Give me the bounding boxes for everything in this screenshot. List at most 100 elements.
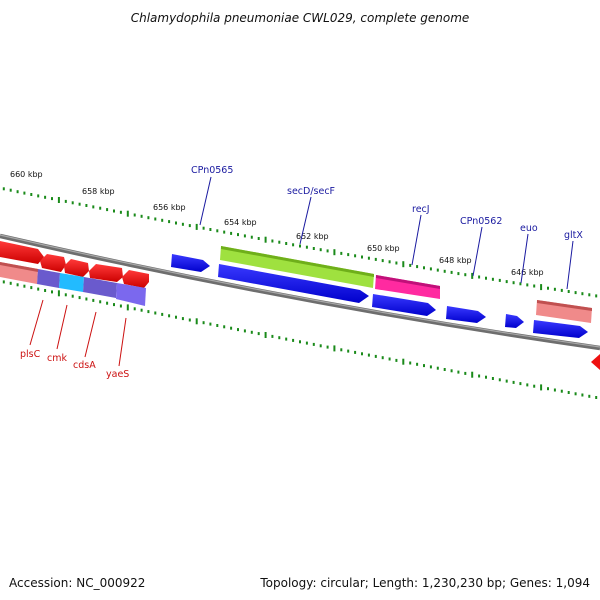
outer-minor-tick bbox=[285, 242, 288, 245]
outer-minor-tick bbox=[326, 249, 329, 253]
gene-arrow-euo[interactable] bbox=[505, 314, 524, 328]
inner-minor-tick bbox=[478, 374, 481, 378]
inner-minor-tick bbox=[457, 370, 460, 374]
inner-major-tick bbox=[264, 332, 267, 338]
outer-minor-tick bbox=[395, 261, 398, 265]
gene-arrow-secd-secf[interactable] bbox=[220, 246, 374, 288]
outer-minor-tick bbox=[498, 278, 501, 282]
gene-arrow-plsc-top[interactable] bbox=[0, 262, 38, 272]
inner-minor-tick bbox=[154, 311, 157, 315]
gene-arrow-red-5[interactable] bbox=[122, 270, 149, 288]
inner-minor-tick bbox=[209, 322, 212, 326]
inner-minor-tick bbox=[574, 392, 577, 396]
outer-minor-tick bbox=[533, 284, 536, 288]
outer-minor-tick bbox=[292, 243, 295, 247]
leader-yaes bbox=[118, 317, 127, 367]
inner-minor-tick bbox=[305, 341, 308, 345]
outer-minor-tick bbox=[443, 269, 446, 273]
gene-arrow-cpn0565[interactable] bbox=[218, 264, 369, 303]
outer-minor-tick bbox=[209, 228, 212, 231]
outer-minor-tick bbox=[450, 270, 453, 274]
outer-minor-tick bbox=[188, 224, 191, 228]
gene-arrow-red-1[interactable] bbox=[0, 241, 44, 264]
tick-label-646: 646 kbp bbox=[511, 268, 544, 277]
outer-minor-tick bbox=[416, 265, 419, 269]
outer-minor-tick bbox=[312, 247, 315, 250]
inner-minor-tick bbox=[326, 345, 329, 349]
gene-arrow-cpn0560[interactable] bbox=[533, 320, 588, 338]
outer-minor-tick bbox=[140, 214, 143, 218]
outer-major-tick bbox=[57, 197, 60, 203]
outer-minor-tick bbox=[230, 231, 233, 235]
gene-arrow-secd-secf-top[interactable] bbox=[221, 246, 374, 277]
inner-minor-tick bbox=[237, 328, 239, 332]
outer-minor-tick bbox=[340, 251, 343, 255]
outer-minor-tick bbox=[92, 205, 95, 209]
inner-minor-tick bbox=[133, 307, 136, 311]
inner-minor-tick bbox=[30, 286, 33, 290]
inner-minor-tick bbox=[175, 315, 177, 319]
gene-label-yaes: yaeS bbox=[106, 369, 129, 380]
gene-arrow-reci[interactable] bbox=[375, 275, 440, 299]
inner-minor-tick bbox=[319, 344, 322, 348]
tick-label-652: 652 kbp bbox=[296, 232, 329, 241]
outer-minor-tick bbox=[491, 277, 494, 281]
inner-minor-tick bbox=[181, 317, 184, 321]
gene-arrow-cpn0562[interactable] bbox=[446, 306, 486, 323]
gene-label-cpn0562: CPn0562 bbox=[460, 216, 502, 227]
inner-minor-tick bbox=[491, 377, 494, 380]
outer-minor-tick bbox=[23, 191, 26, 195]
outer-minor-tick bbox=[119, 210, 122, 214]
gene-arrow-gltx[interactable] bbox=[536, 300, 592, 323]
gene-arrow-yaes[interactable] bbox=[116, 283, 146, 306]
outer-minor-tick bbox=[423, 266, 425, 270]
outer-minor-tick bbox=[175, 221, 177, 225]
outer-minor-tick bbox=[278, 240, 281, 244]
inner-minor-tick bbox=[553, 388, 556, 392]
gene-arrow-cpn0563[interactable] bbox=[372, 294, 436, 316]
leader-cmk bbox=[56, 304, 68, 350]
inner-minor-tick bbox=[547, 387, 549, 391]
gene-arrow-red-3[interactable] bbox=[64, 259, 89, 277]
forward-strand-genes-row2 bbox=[218, 264, 588, 338]
outer-minor-tick bbox=[2, 187, 5, 191]
gene-label-plsc: plsC bbox=[20, 349, 41, 360]
inner-minor-tick bbox=[278, 336, 281, 340]
outer-minor-tick bbox=[560, 288, 563, 292]
outer-minor-tick bbox=[250, 235, 253, 239]
outer-minor-tick bbox=[347, 253, 350, 257]
outer-minor-tick bbox=[16, 190, 19, 194]
gene-arrow-far-right[interactable] bbox=[591, 354, 600, 370]
inner-minor-tick bbox=[519, 382, 522, 386]
outer-minor-tick bbox=[299, 244, 301, 248]
inner-minor-tick bbox=[71, 294, 74, 298]
outer-minor-tick bbox=[512, 281, 515, 285]
leader-plsc bbox=[29, 299, 44, 346]
outer-minor-tick bbox=[381, 259, 384, 263]
outer-minor-tick bbox=[216, 229, 219, 233]
gene-arrow-cdsa-cyan[interactable] bbox=[59, 273, 84, 292]
inner-minor-tick bbox=[354, 350, 357, 354]
outer-minor-tick bbox=[354, 254, 357, 258]
inner-minor-tick bbox=[92, 298, 95, 302]
gene-arrow-cdsa[interactable] bbox=[83, 277, 117, 298]
inner-minor-tick bbox=[560, 389, 563, 393]
gene-arrow-red-4[interactable] bbox=[89, 264, 123, 282]
gene-label-euo: euo bbox=[520, 223, 538, 234]
inner-minor-tick bbox=[567, 391, 570, 394]
outer-minor-tick bbox=[271, 239, 274, 243]
outer-minor-tick bbox=[154, 217, 157, 221]
gene-arrow-cpn0566[interactable] bbox=[171, 254, 210, 272]
tick-label-650: 650 kbp bbox=[367, 244, 400, 253]
outer-minor-tick bbox=[147, 216, 150, 220]
gene-arrow-gltx-top[interactable] bbox=[537, 300, 592, 311]
gene-arrow-cmk[interactable] bbox=[37, 269, 60, 288]
outer-minor-tick bbox=[99, 206, 102, 210]
tick-label-648: 648 kbp bbox=[439, 256, 472, 265]
outer-minor-tick bbox=[505, 280, 508, 284]
outer-minor-tick bbox=[30, 193, 33, 196]
gene-arrow-reci-top[interactable] bbox=[376, 275, 440, 289]
outer-major-tick bbox=[471, 272, 474, 279]
gene-arrow-red-2[interactable] bbox=[40, 254, 66, 272]
inner-minor-tick bbox=[312, 342, 315, 346]
